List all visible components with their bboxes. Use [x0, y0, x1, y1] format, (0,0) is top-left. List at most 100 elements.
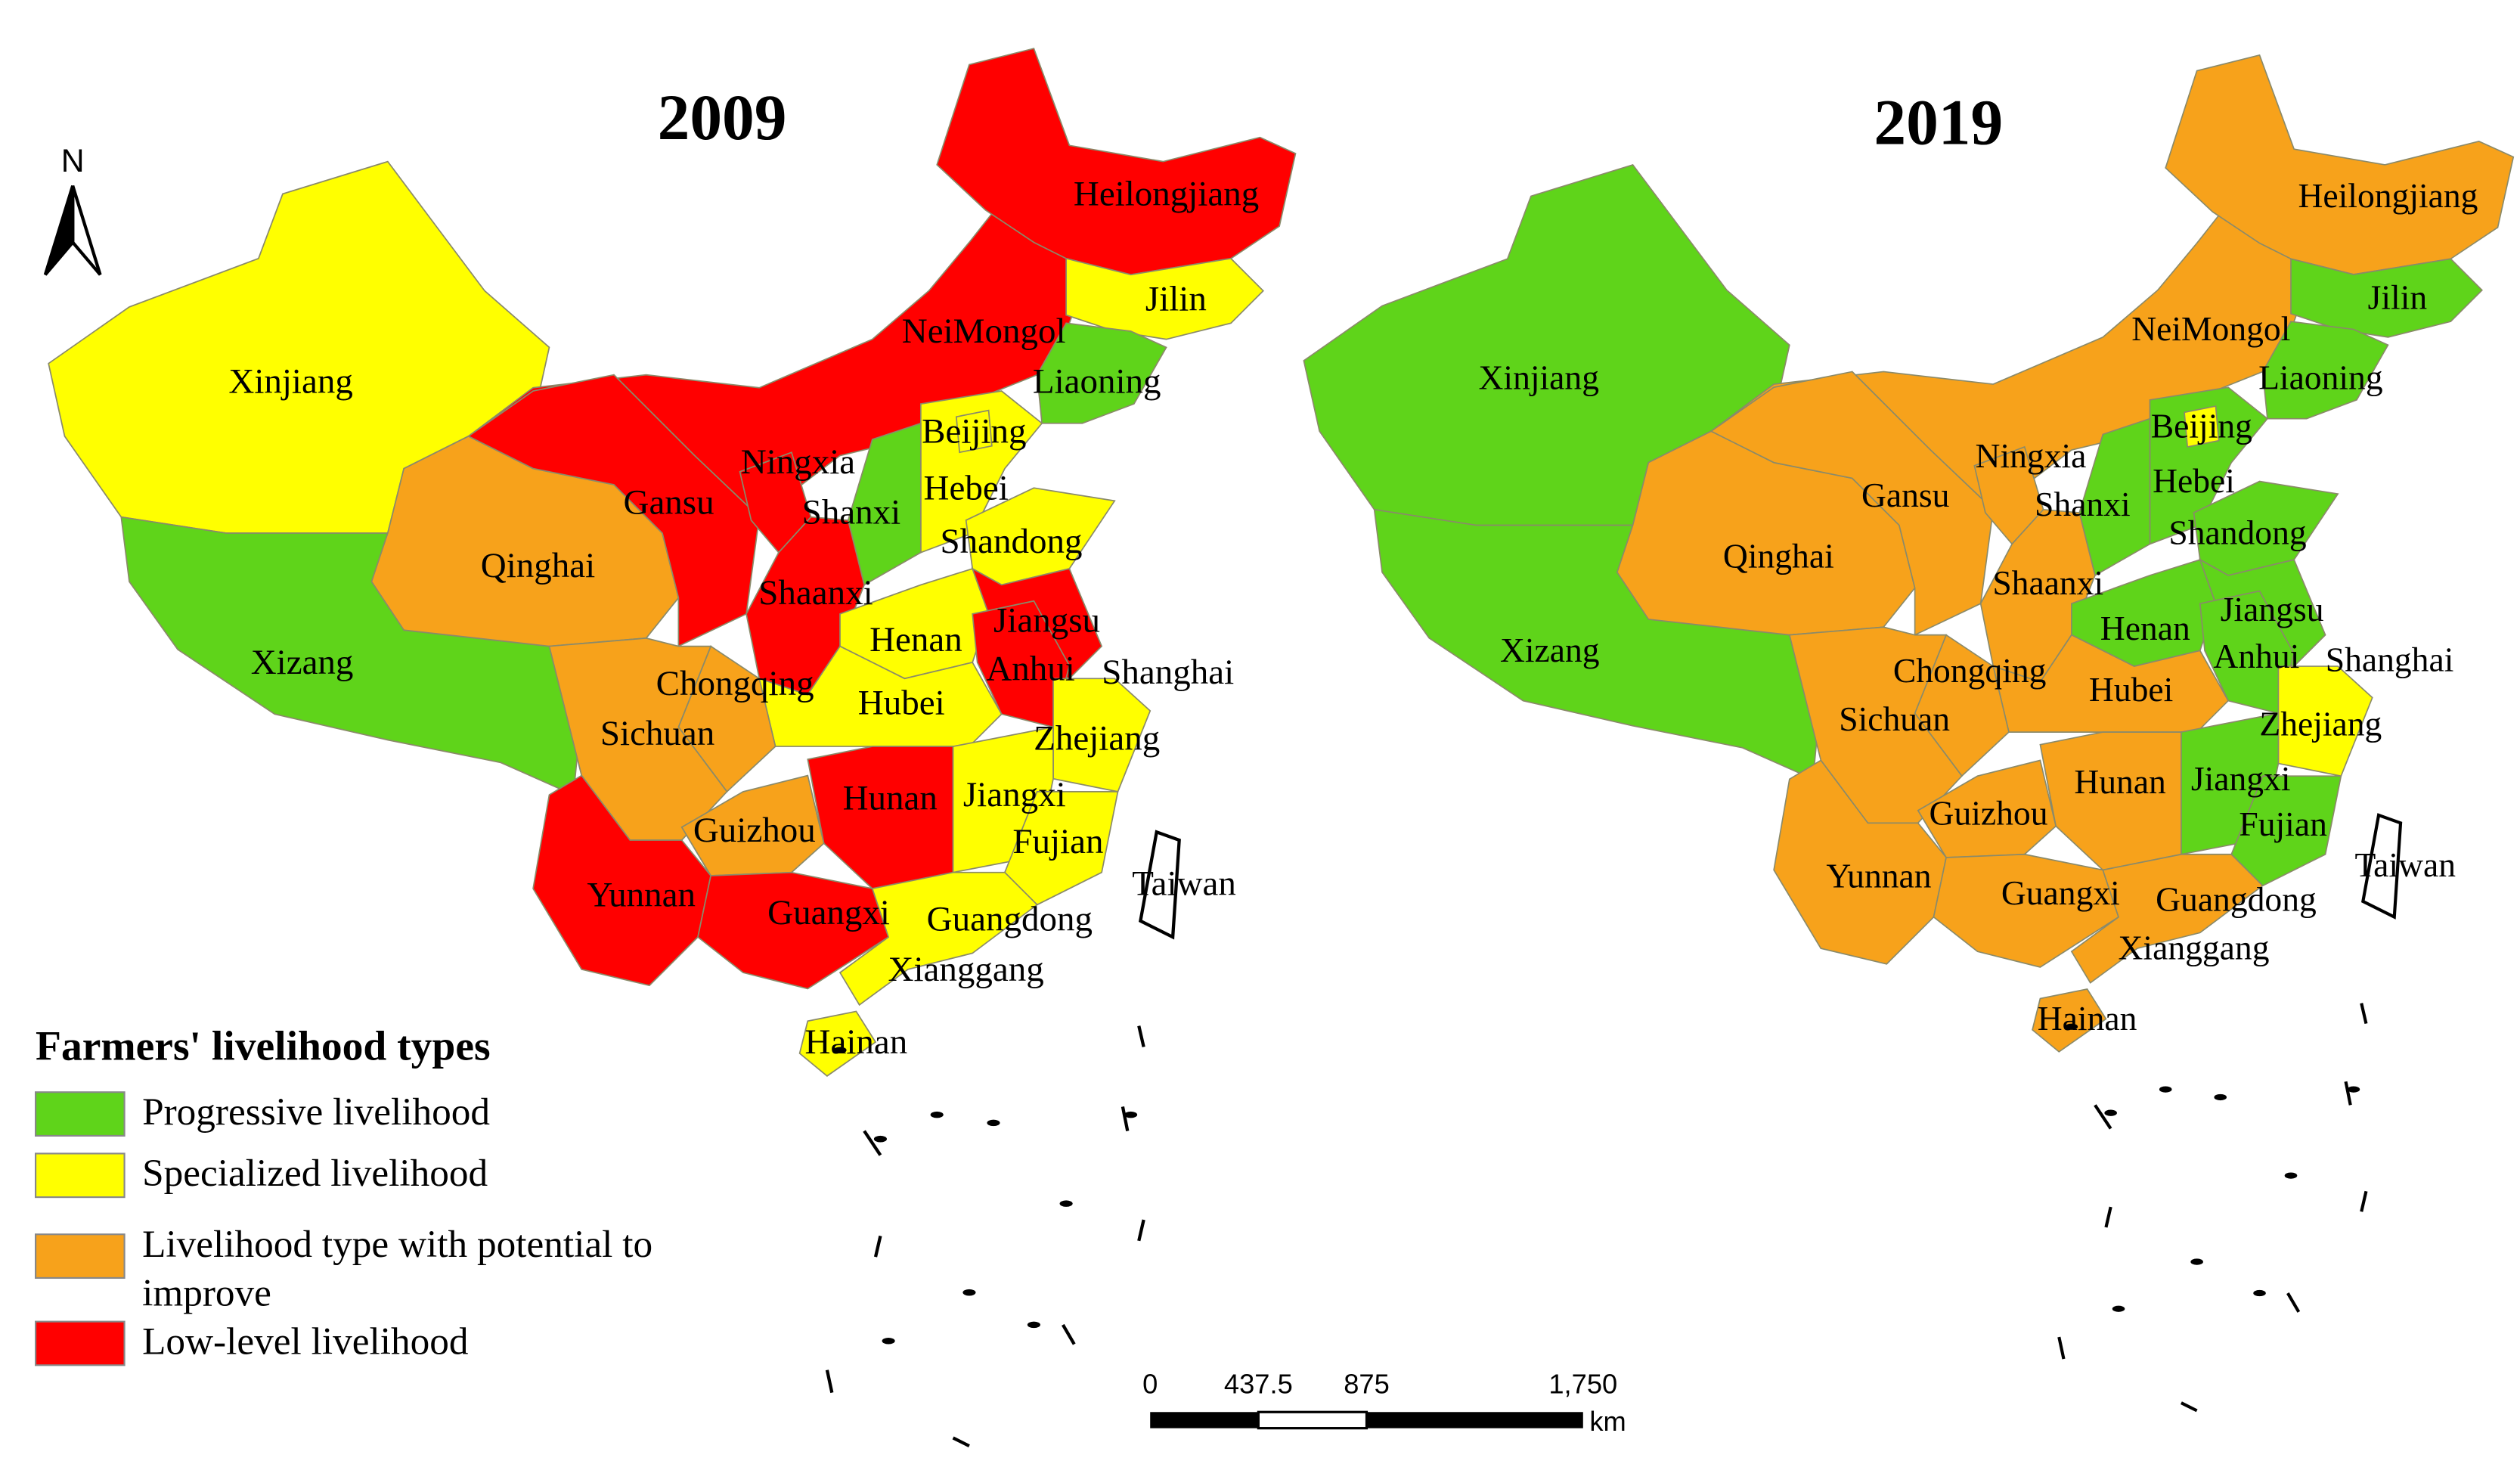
legend-item: Low-level livelihood: [142, 1321, 469, 1364]
province-label: NeiMongol: [2131, 309, 2290, 348]
province-label: Sichuan: [600, 714, 714, 753]
province-label: Jiangsu: [2221, 590, 2324, 628]
province: [2290, 258, 2483, 338]
island: [962, 1289, 976, 1296]
province-label: Hebei: [924, 468, 1009, 507]
island: [2284, 1172, 2298, 1179]
province-label: Jiangsu: [993, 600, 1100, 640]
province-label: Xianggang: [2119, 929, 2270, 967]
province-label: Shandong: [940, 522, 1082, 561]
legend-label: Livelihood type with potential to improv…: [142, 1224, 653, 1316]
province-label: Heilongjiang: [2298, 176, 2478, 215]
province-label: Gansu: [1861, 476, 1950, 514]
province-label: Henan: [869, 620, 962, 659]
map: Xinjiang Xizang Qinghai NeiMongol Gansu Ningx…: [1303, 54, 2515, 1413]
island: [2065, 1023, 2078, 1030]
province: [1065, 257, 1264, 340]
island: [2214, 1093, 2227, 1101]
province: [1139, 830, 1181, 940]
map: Xinjiang Xizang Qinghai NeiMongol Gansu Ningx…: [48, 48, 1297, 1448]
scale-label: 0: [1142, 1369, 1158, 1400]
province-label: Hainan: [805, 1022, 908, 1062]
boundary-dash: [2094, 1104, 2112, 1130]
scale-segment: [1257, 1410, 1368, 1430]
island: [987, 1119, 1000, 1127]
province: [936, 48, 1297, 276]
island: [882, 1337, 895, 1345]
province-label: Shanxi: [2035, 485, 2131, 523]
legend-swatch: [34, 1091, 126, 1137]
province-label: Yunnan: [1826, 856, 1931, 895]
province: [2165, 54, 2515, 275]
province-label: Xianggang: [888, 950, 1044, 989]
north-arrow: N: [43, 143, 102, 276]
scale-label: 1,750: [1548, 1369, 1617, 1400]
province-label: Liaoning: [1033, 361, 1161, 401]
boundary-dash: [2360, 1003, 2368, 1025]
province-label: Xizang: [251, 643, 354, 682]
north-label: N: [61, 143, 85, 179]
province-label: Hainan: [2038, 999, 2137, 1038]
province: [758, 645, 1003, 747]
legend-item: Progressive livelihood: [142, 1092, 490, 1134]
boundary-dash: [1137, 1025, 1145, 1047]
province-label: Shanxi: [802, 492, 901, 532]
scale-label: 875: [1344, 1369, 1390, 1400]
province-label: Anhui: [986, 650, 1075, 689]
legend-item: Livelihood type with potential to improv…: [142, 1224, 653, 1316]
province: [1036, 322, 1167, 424]
province-label: Guangxi: [767, 893, 890, 932]
island: [2112, 1305, 2125, 1312]
province-label: Sichuan: [1839, 699, 1950, 738]
boundary-dash: [952, 1436, 970, 1448]
province-label: Fujian: [2239, 805, 2327, 843]
province-label: Shandong: [2168, 513, 2306, 552]
province-label: Jilin: [1145, 279, 1207, 318]
island: [2159, 1086, 2172, 1093]
province-label: Shaanxi: [1992, 563, 2103, 602]
scale-bar: 0 437.5 875 1,750 km: [1142, 1369, 1626, 1437]
map-title: 2009: [658, 82, 787, 154]
province: [1933, 853, 2120, 968]
boundary-dash: [2104, 1206, 2112, 1228]
province-label: Hebei: [2153, 461, 2235, 500]
legend-swatch: [34, 1152, 126, 1199]
province-label: Chongqing: [1893, 651, 2047, 690]
province-label: Hubei: [2089, 670, 2173, 709]
province-label: Shanghai: [1102, 653, 1234, 692]
province-label: Henan: [2100, 609, 2190, 647]
map-title: 2019: [1874, 88, 2003, 159]
boundary-dash: [2360, 1190, 2368, 1212]
province-label: Jilin: [2368, 278, 2428, 317]
island: [2190, 1258, 2203, 1265]
province-label: Taiwan: [1132, 864, 1236, 904]
legend-label: Specialized livelihood: [142, 1153, 488, 1196]
boundary-dash: [2344, 1081, 2352, 1106]
province-label: Guizhou: [1930, 793, 2048, 832]
province: [1003, 791, 1119, 906]
province: [838, 871, 1038, 1007]
island: [873, 1135, 887, 1143]
province: [847, 422, 922, 586]
province-label: Ningxia: [1976, 436, 2087, 475]
island: [1027, 1321, 1040, 1329]
province: [2078, 417, 2151, 577]
boundary-dash: [2057, 1336, 2066, 1360]
province-label: NeiMongol: [902, 312, 1066, 351]
province-label: Guizhou: [693, 811, 816, 850]
province-label: Hubei: [858, 683, 945, 722]
maps: Xinjiang Xizang Qinghai NeiMongol Gansu Ningx…: [48, 48, 2515, 1448]
legend-title: Farmers' livelihood types: [36, 1023, 491, 1069]
province-label: Beijing: [922, 411, 1026, 451]
north-arrow-left: [43, 185, 75, 276]
boundary-dash: [2180, 1401, 2198, 1413]
province-label: Taiwan: [2355, 845, 2456, 884]
legend-label: Low-level livelihood: [142, 1321, 469, 1364]
province: [955, 409, 993, 454]
island: [2253, 1289, 2266, 1297]
province: [2230, 775, 2342, 887]
island: [1124, 1111, 1138, 1118]
scale-segment: [1366, 1412, 1583, 1428]
province-label: Fujian: [1012, 822, 1103, 861]
